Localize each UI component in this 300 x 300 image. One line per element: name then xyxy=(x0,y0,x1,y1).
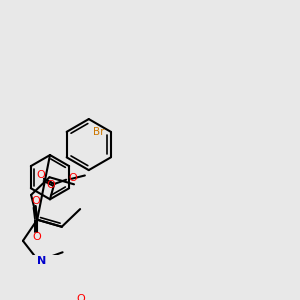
Text: O: O xyxy=(69,173,77,183)
Text: O: O xyxy=(31,196,40,206)
Text: O: O xyxy=(36,170,45,181)
Text: O: O xyxy=(33,232,42,242)
Text: Br: Br xyxy=(93,127,105,137)
Text: N: N xyxy=(37,256,46,266)
Text: O: O xyxy=(77,294,85,300)
Text: O: O xyxy=(47,180,56,190)
